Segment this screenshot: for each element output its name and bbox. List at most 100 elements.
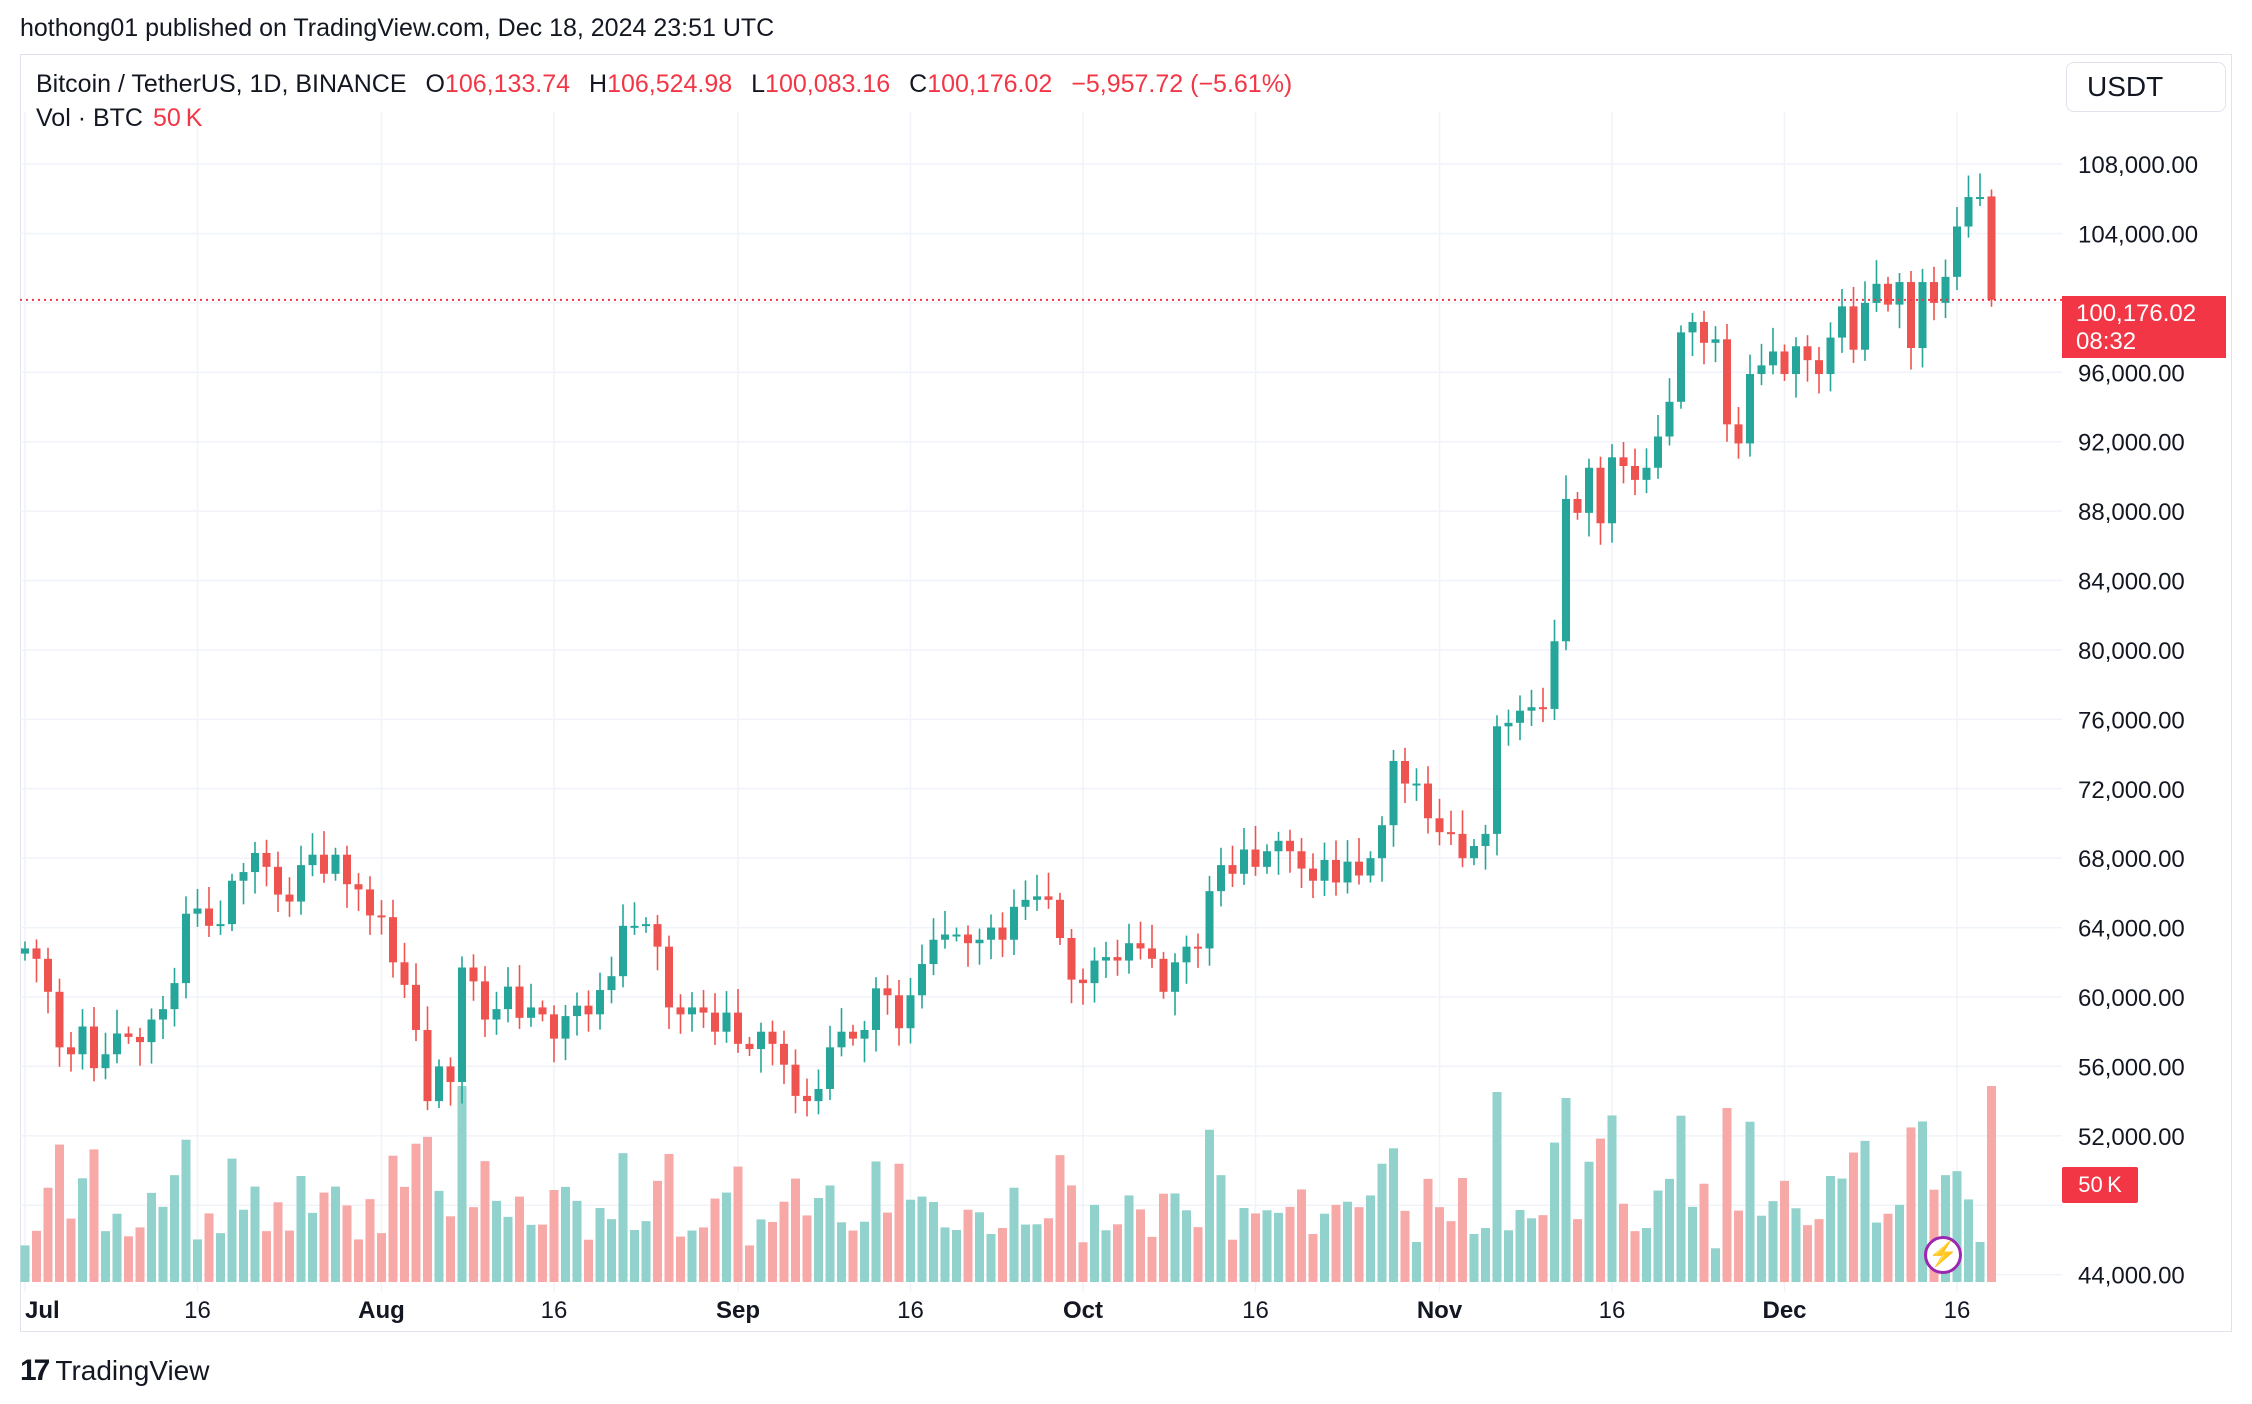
candle-body xyxy=(987,927,995,940)
volume-bar xyxy=(1182,1210,1191,1282)
volume-bar xyxy=(618,1153,628,1282)
candle-body xyxy=(458,967,466,1083)
candle-body xyxy=(757,1031,765,1050)
candle-body xyxy=(124,1033,133,1037)
candle-body xyxy=(55,991,64,1048)
volume-bar xyxy=(1044,1218,1053,1282)
candle-body xyxy=(1550,641,1559,709)
candle-body xyxy=(1136,943,1145,949)
volume-bar xyxy=(457,1086,467,1282)
candle-body xyxy=(929,939,938,965)
x-tick-label: Nov xyxy=(1417,1297,1463,1324)
candle-body xyxy=(1125,943,1133,961)
volume-bar xyxy=(1688,1206,1697,1282)
volume-bar xyxy=(446,1216,455,1282)
volume-bar xyxy=(1308,1234,1318,1282)
volume-bar xyxy=(1826,1176,1835,1282)
candle-body xyxy=(1769,351,1777,366)
volume-bar xyxy=(469,1207,478,1282)
volume-bar xyxy=(1216,1175,1226,1282)
volume-bar xyxy=(216,1233,225,1282)
x-tick-label: Aug xyxy=(358,1297,405,1324)
candle-body xyxy=(101,1054,110,1069)
candle-body xyxy=(78,1026,87,1055)
volume-bar xyxy=(78,1178,87,1282)
volume-bars xyxy=(20,1086,1996,1282)
tradingview-logo[interactable]: 17 TradingView xyxy=(20,1354,209,1388)
volume-bar xyxy=(1377,1163,1387,1282)
candle-body xyxy=(446,1066,455,1083)
candle-body xyxy=(274,866,282,895)
candle-body xyxy=(1780,351,1789,375)
candle-body xyxy=(1665,401,1674,437)
candle-body xyxy=(21,948,29,954)
candle-body xyxy=(1872,283,1881,303)
volume-bar xyxy=(55,1144,64,1282)
volume-bar xyxy=(779,1201,789,1282)
volume-bar xyxy=(630,1230,639,1282)
candle-body xyxy=(607,976,616,991)
candle-body xyxy=(1539,707,1547,710)
volume-bar xyxy=(1113,1224,1122,1282)
volume-bar xyxy=(308,1212,317,1282)
candle-body xyxy=(1067,938,1076,980)
candle-body xyxy=(1918,282,1927,348)
chart-frame xyxy=(20,54,2232,1332)
volume-bar xyxy=(1699,1183,1709,1282)
volume-bar xyxy=(710,1198,720,1282)
volume-legend[interactable]: Vol · BTC 50 K xyxy=(36,104,202,133)
candle-body xyxy=(1746,374,1754,444)
candle-body xyxy=(1378,825,1386,859)
tradingview-logo-text: TradingView xyxy=(55,1355,210,1386)
candle-body xyxy=(1286,840,1294,852)
candle-body xyxy=(1401,761,1409,784)
volume-bar xyxy=(1561,1098,1571,1282)
volume-bar xyxy=(1975,1242,1985,1282)
currency-button[interactable]: USDT xyxy=(2066,62,2226,112)
volume-bar xyxy=(1527,1218,1536,1282)
candle-body xyxy=(412,984,420,1030)
candle-body xyxy=(32,948,41,959)
candle-body xyxy=(918,964,926,996)
candle-body xyxy=(1838,306,1846,338)
candle-body xyxy=(1090,960,1099,984)
last-price-value: 100,176.02 xyxy=(2076,300,2197,327)
volume-bar xyxy=(860,1221,869,1282)
lightning-icon[interactable]: ⚡ xyxy=(1924,1236,1962,1274)
volume-bar xyxy=(1136,1209,1145,1282)
candle-body xyxy=(504,986,512,1010)
volume-bar xyxy=(837,1222,846,1282)
candle-body xyxy=(584,1005,593,1015)
volume-bar xyxy=(1343,1201,1352,1282)
candle-body xyxy=(1803,346,1812,361)
candle-body xyxy=(1297,851,1306,869)
volume-bar xyxy=(503,1216,513,1282)
symbol-title[interactable]: Bitcoin / TetherUS, 1D, BINANCE xyxy=(36,70,407,98)
volume-tag: 50 K xyxy=(2062,1167,2138,1203)
candle-body xyxy=(1355,861,1363,876)
volume-bar xyxy=(595,1208,605,1282)
candle-body xyxy=(883,988,892,996)
candle-body xyxy=(67,1047,75,1055)
candle-body xyxy=(377,915,386,918)
candle-body xyxy=(975,939,984,944)
volume-bar xyxy=(1205,1129,1214,1282)
volume-bar xyxy=(89,1149,99,1282)
candle-body xyxy=(492,1009,501,1020)
candle-body xyxy=(90,1026,98,1069)
candle-body xyxy=(1757,365,1766,375)
grid xyxy=(20,112,2062,1292)
candle-body xyxy=(872,988,880,1030)
volume-bar xyxy=(906,1199,915,1282)
y-tick-label: 84,000.00 xyxy=(2078,569,2185,596)
volume-bar xyxy=(1009,1187,1019,1282)
volume-bar xyxy=(814,1198,823,1282)
volume-bar xyxy=(1952,1171,1962,1282)
candle-body xyxy=(1734,424,1743,444)
candle-body xyxy=(1343,861,1352,883)
volume-bar xyxy=(492,1200,501,1282)
ohlc-legend: Bitcoin / TetherUS, 1D, BINANCE O106,133… xyxy=(36,70,1292,99)
volume-bar xyxy=(1090,1204,1099,1282)
candle-body xyxy=(1642,467,1651,480)
